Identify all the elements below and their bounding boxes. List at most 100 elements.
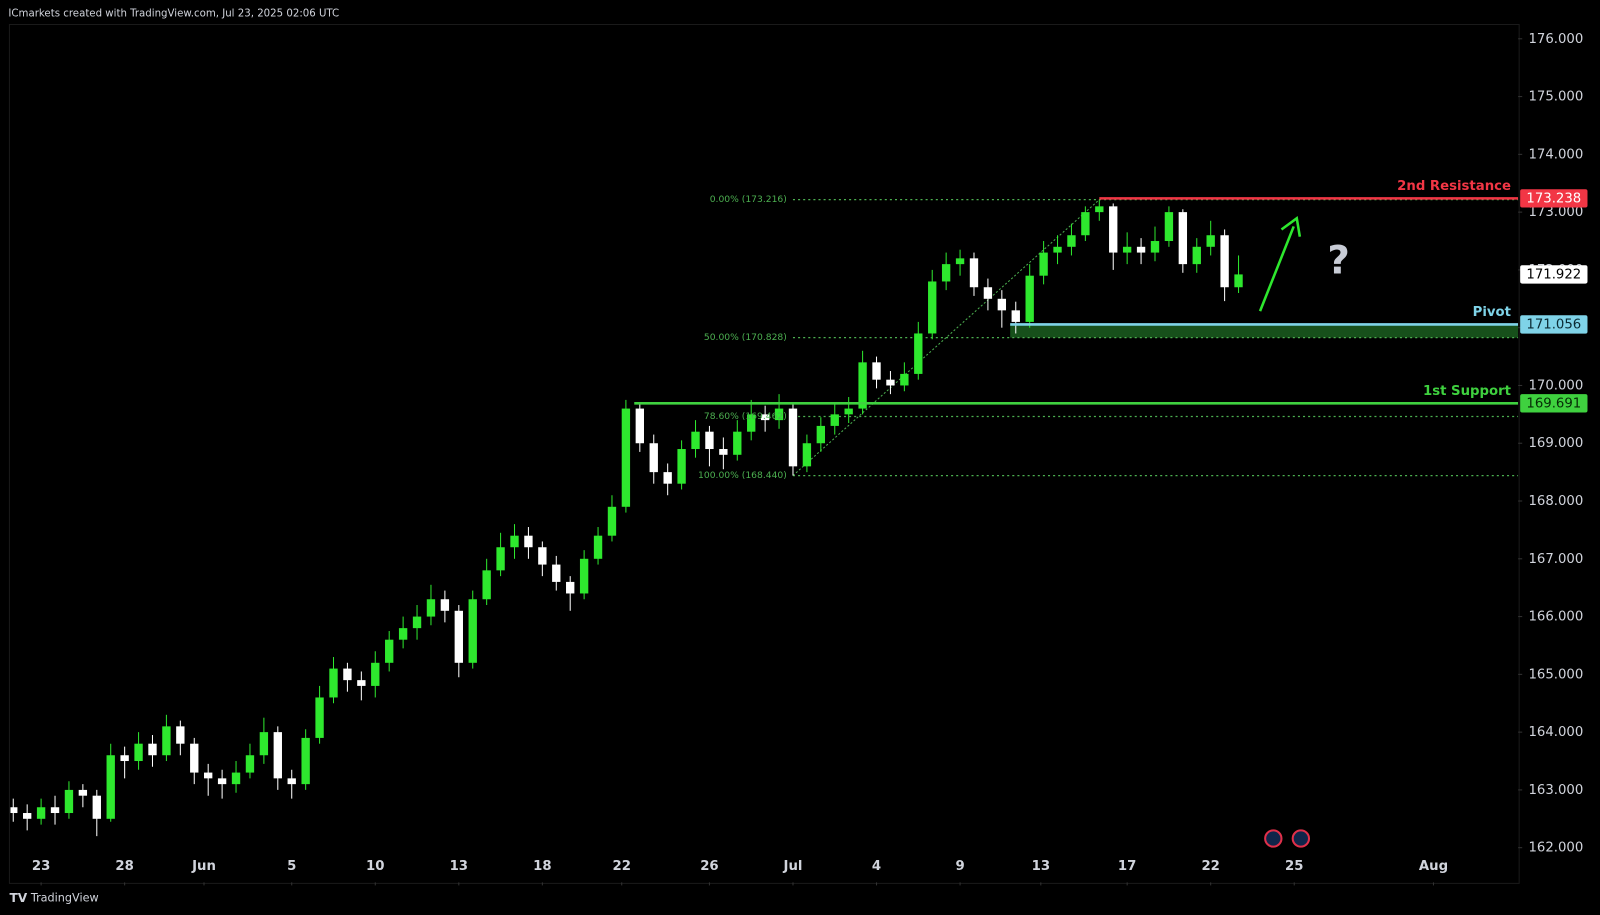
candle-body <box>969 258 979 288</box>
x-tick-label: 26 <box>700 859 718 874</box>
candle-body <box>78 789 88 796</box>
y-tick-label: 167.000 <box>1528 552 1583 567</box>
candle-body <box>412 616 422 629</box>
arrow-head <box>1280 216 1302 237</box>
candle-body <box>983 287 993 299</box>
x-tick-label: 5 <box>287 859 296 874</box>
level-name: Pivot <box>1473 305 1512 320</box>
candle-body <box>663 472 672 484</box>
candle-body <box>496 547 505 571</box>
level-name: 2nd Resistance <box>1397 179 1511 194</box>
candle-body <box>649 443 658 473</box>
event-icon[interactable] <box>1264 829 1283 848</box>
candle-body <box>1039 252 1048 276</box>
candle-body <box>955 258 965 265</box>
x-tick-label: Jul <box>783 859 803 874</box>
y-tick-label: 169.000 <box>1528 436 1583 451</box>
plot-frame <box>8 23 1520 884</box>
candle-body <box>566 581 575 594</box>
candle-body <box>92 795 101 819</box>
y-tick-label: 164.000 <box>1528 725 1583 740</box>
candle-body <box>1206 235 1215 247</box>
candle-body <box>162 726 171 756</box>
candle-body <box>914 333 923 374</box>
price-box <box>1520 189 1588 208</box>
fib-label: 50.00% (170.828) <box>704 332 787 343</box>
arrow <box>1258 225 1295 312</box>
candle-body <box>788 408 798 467</box>
candle-body <box>357 680 366 686</box>
candle-body <box>190 743 199 773</box>
candle-body <box>1136 246 1146 253</box>
candle-body <box>1011 310 1020 322</box>
pivot-zone <box>1010 324 1519 338</box>
x-tick-label: 28 <box>115 859 133 874</box>
candle-body <box>830 414 839 426</box>
candle-body <box>691 431 700 450</box>
candle-body <box>482 570 491 600</box>
candle-body <box>705 431 714 450</box>
x-tick-label: Aug <box>1419 859 1448 874</box>
candle-body <box>315 697 324 738</box>
y-tick-label: 162.000 <box>1528 841 1583 856</box>
candle-body <box>454 610 463 663</box>
candle-body <box>941 264 951 282</box>
candle-body <box>1192 246 1201 265</box>
candle-body <box>802 443 812 467</box>
fib-label: 100.00% (168.440) <box>698 470 787 481</box>
y-tick-label: 174.000 <box>1528 147 1583 162</box>
candle-body <box>426 599 436 617</box>
candle-body <box>273 732 282 779</box>
candle-body <box>204 772 213 779</box>
candle-body <box>593 535 603 559</box>
candle-body <box>245 755 255 773</box>
candle-body <box>343 668 352 681</box>
candle-body <box>231 772 241 785</box>
candle-body <box>1234 274 1243 288</box>
x-tick-label: 9 <box>955 859 964 874</box>
price-box-label: 169.691 <box>1526 396 1581 411</box>
candle-body <box>733 431 742 455</box>
candle-body <box>1122 246 1132 253</box>
candle-body <box>10 807 18 814</box>
footer-logo: TV TradingView <box>9 891 98 905</box>
x-tick-label: 23 <box>32 859 50 874</box>
price-box-label: 173.238 <box>1526 191 1581 206</box>
candle-body <box>928 281 937 334</box>
candle-body <box>635 408 644 444</box>
candle-body <box>872 362 881 380</box>
candle-body <box>1067 235 1076 247</box>
candle-body <box>760 414 770 421</box>
candle-body <box>747 414 756 432</box>
x-tick-label: 22 <box>612 859 630 874</box>
y-tick-label: 165.000 <box>1528 667 1583 682</box>
candle-body <box>36 807 46 819</box>
logo-mark: TV <box>9 891 27 905</box>
candle-body <box>371 662 380 686</box>
candle-body <box>148 743 157 756</box>
candle-body <box>1025 275 1034 322</box>
candle-body <box>1220 235 1229 288</box>
candle-body <box>64 789 74 814</box>
candle-body <box>120 755 129 762</box>
x-tick-label: 13 <box>1032 859 1050 874</box>
candle-body <box>719 449 728 455</box>
candle-body <box>468 599 477 663</box>
last-price-box <box>1520 265 1588 284</box>
candle-body <box>1150 241 1160 253</box>
candle-body <box>858 362 867 409</box>
candle-body <box>774 408 784 421</box>
candle-body <box>621 408 631 507</box>
y-tick-label: 163.000 <box>1528 783 1583 798</box>
plot <box>10 197 1519 837</box>
level-name: 1st Support <box>1423 384 1512 399</box>
candle-body <box>385 639 394 663</box>
candle-body <box>886 379 895 386</box>
candle-body <box>677 449 686 484</box>
candle-body <box>217 778 227 785</box>
event-icon[interactable] <box>1291 829 1311 848</box>
price-box-label: 171.056 <box>1526 317 1581 332</box>
